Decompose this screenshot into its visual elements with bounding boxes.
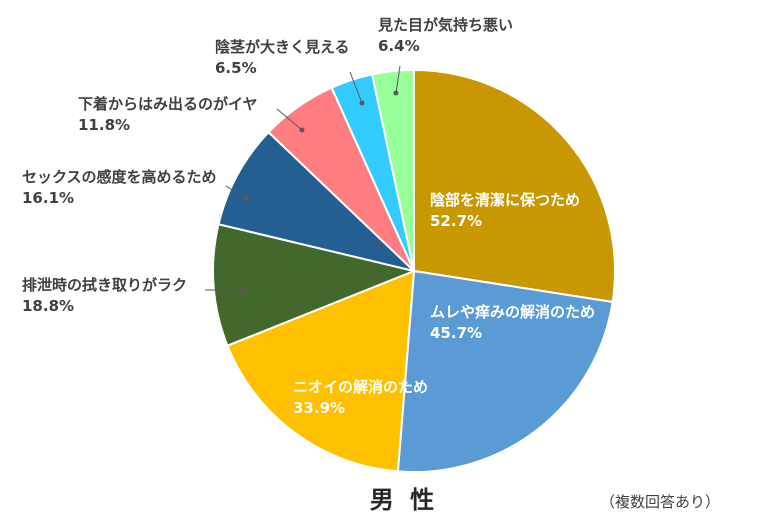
leader-line — [349, 71, 363, 104]
pie-slice — [212, 223, 418, 347]
pie-slice — [217, 130, 418, 273]
pie-slice — [396, 269, 614, 473]
slice-value-label: 16.1% — [22, 189, 74, 207]
slice-label: 陰部を清潔に保つため — [430, 191, 580, 209]
slice-label: ムレや痒みの解消のため — [430, 303, 595, 321]
leader-line — [225, 185, 247, 199]
slice-label: 見た目が気持ち悪い — [377, 16, 513, 34]
pie-slice — [371, 68, 415, 272]
slice-value-label: 18.8% — [22, 297, 74, 315]
leader-dot — [243, 195, 249, 201]
slice-value-label: 33.9% — [293, 399, 345, 417]
slice-value-label: 52.7% — [430, 212, 482, 230]
slice-value-label: 45.7% — [430, 324, 482, 342]
slice-label: 排泄時の拭き取りがラク — [22, 276, 187, 294]
leader-line — [276, 108, 303, 131]
leader-dot — [299, 127, 305, 133]
slice-label: 陰茎が大きく見える — [215, 38, 350, 56]
slice-label: セックスの感度を高めるため — [22, 168, 217, 186]
slice-label: 下着からはみ出るのがイヤ — [78, 95, 258, 113]
slice-value-label: 6.5% — [215, 59, 257, 77]
chart-note: （複数回答あり） — [600, 493, 721, 511]
pie-slice — [226, 269, 416, 473]
leader-line — [395, 65, 401, 94]
leader-dot — [393, 90, 399, 96]
pie-slice — [413, 68, 616, 304]
slice-value-label: 11.8% — [78, 116, 130, 134]
slice-label: ニオイの解消のため — [293, 378, 428, 396]
chart-title: 男 性 — [369, 486, 439, 514]
slice-value-label: 6.4% — [378, 37, 420, 55]
leader-dot — [359, 100, 365, 106]
leader-dot — [239, 287, 245, 293]
